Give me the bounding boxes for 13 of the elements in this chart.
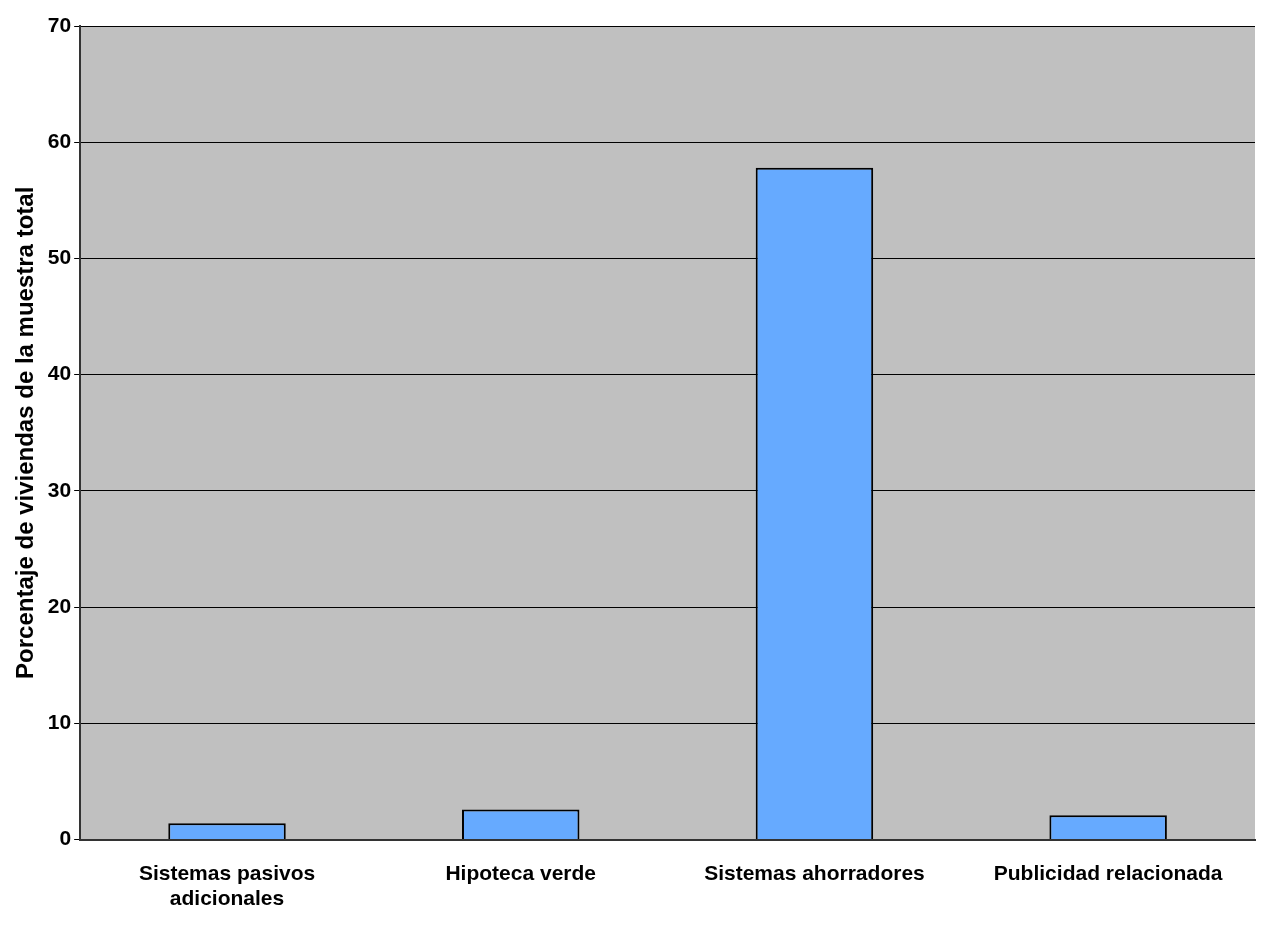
x-tick-label: Sistemas ahorradores <box>704 861 925 884</box>
y-tick-label: 0 <box>59 826 72 850</box>
y-tick-label: 40 <box>47 361 72 385</box>
y-tick-label: 50 <box>47 245 72 269</box>
y-axis-title: Porcentaje de viviendas de la muestra total <box>11 186 39 679</box>
y-tick-label: 10 <box>47 710 72 734</box>
x-tick-label: Hipoteca verde <box>445 861 597 884</box>
x-tick-label: Sistemas pasivos adicionales <box>138 861 316 910</box>
y-tick-label: 20 <box>47 593 72 617</box>
y-tick-label: 30 <box>47 477 72 501</box>
y-tick-label: 60 <box>47 129 72 153</box>
y-tick-label: 70 <box>47 12 72 36</box>
x-tick-label: Publicidad relacionada <box>993 861 1223 884</box>
